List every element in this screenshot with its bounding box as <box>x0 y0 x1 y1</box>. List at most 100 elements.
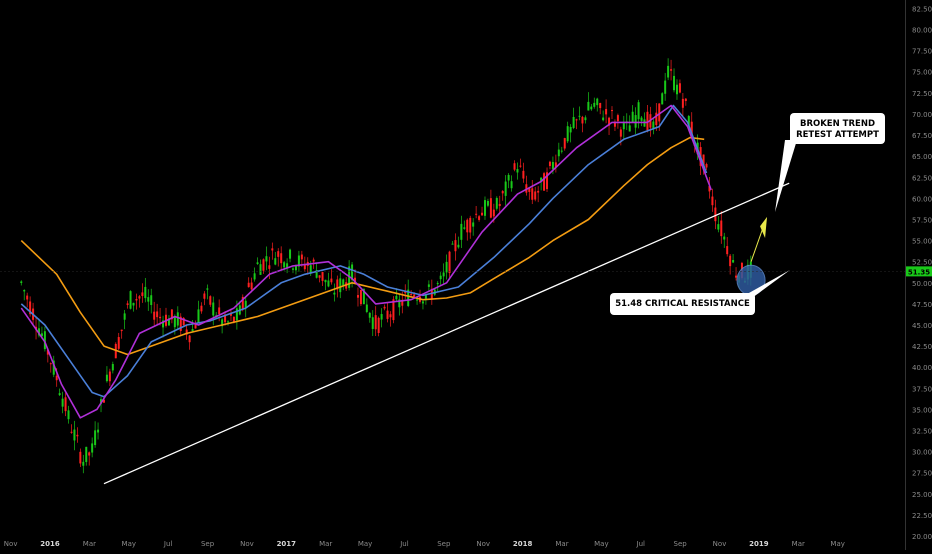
candle-body <box>300 254 303 260</box>
candle-body <box>386 310 389 319</box>
candle-body <box>489 198 492 218</box>
candle-body <box>681 98 684 108</box>
y-tick-label: 37.50 <box>912 385 932 393</box>
candle-body <box>179 316 182 331</box>
y-tick-label: 35.00 <box>912 406 932 414</box>
candle-body <box>108 371 111 382</box>
y-tick-label: 67.50 <box>912 132 932 140</box>
candle-body <box>126 303 129 306</box>
x-tick-label: 2016 <box>40 540 60 548</box>
x-tick-label: Nov <box>240 540 254 548</box>
candle-body <box>274 258 277 265</box>
candle-body <box>120 329 123 332</box>
y-tick-label: 22.50 <box>912 512 932 520</box>
candle-body <box>507 174 510 181</box>
candle-body <box>105 374 108 382</box>
candle-body <box>209 296 212 305</box>
candle-body <box>380 314 383 320</box>
candle-body <box>628 125 631 132</box>
candle-body <box>690 121 693 135</box>
callout-text: 51.48 CRITICAL RESISTANCE <box>615 299 750 309</box>
y-tick-label: 42.50 <box>912 343 932 351</box>
candle-body <box>705 164 708 168</box>
candle-body <box>554 162 557 168</box>
candle-body <box>162 320 165 328</box>
candle-body <box>64 397 67 412</box>
callout-text: RETEST ATTEMPT <box>796 130 879 140</box>
candle-body <box>475 213 478 215</box>
candle-body <box>197 309 200 323</box>
candle-body <box>52 360 55 375</box>
candle-body <box>634 115 637 128</box>
y-tick-label: 20.00 <box>912 533 932 541</box>
y-tick-label: 75.00 <box>912 69 932 77</box>
candle-body <box>421 301 424 304</box>
candle-body <box>714 207 717 222</box>
candle-body <box>235 308 238 321</box>
candle-body <box>141 292 144 296</box>
x-tick-label: Mar <box>319 540 332 548</box>
candle-body <box>262 259 265 271</box>
candle-body <box>442 272 445 277</box>
candle-body <box>495 197 498 209</box>
candle-body <box>389 314 392 318</box>
candle-body <box>587 101 590 111</box>
x-tick-label: 2017 <box>277 540 297 548</box>
candle-body <box>247 282 250 288</box>
candle-body <box>280 253 283 264</box>
candle-body <box>608 117 611 126</box>
candle-body <box>176 312 179 326</box>
candle-body <box>244 300 247 308</box>
y-tick-label: 45.00 <box>912 322 932 330</box>
candle-body <box>522 170 525 179</box>
rebound-arrow-head <box>760 216 768 239</box>
candle-body <box>416 299 419 301</box>
candle-body <box>194 324 197 329</box>
candle-body <box>218 307 221 315</box>
candle-body <box>513 163 516 170</box>
candle-body <box>534 191 537 200</box>
candle-body <box>575 119 578 121</box>
candle-body <box>318 275 321 278</box>
candle-body <box>156 311 159 318</box>
candle-body <box>516 169 519 173</box>
candle-body <box>622 121 625 130</box>
candle-body <box>153 311 156 320</box>
y-tick-label: 57.50 <box>912 216 932 224</box>
y-tick-label: 55.00 <box>912 238 932 246</box>
candle-body <box>678 83 681 93</box>
callout-text: BROKEN TREND <box>800 119 875 129</box>
candle-body <box>525 184 528 193</box>
candle-body <box>602 117 605 121</box>
candle-body <box>67 410 70 420</box>
candle-body <box>150 295 153 305</box>
candle-body <box>726 246 729 255</box>
candle-body <box>566 126 569 142</box>
candle-body <box>454 240 457 252</box>
y-tick-label: 77.50 <box>912 48 932 56</box>
candle-body <box>655 112 658 126</box>
candle-body <box>445 261 448 273</box>
candle-body <box>26 295 29 300</box>
candle-body <box>413 294 416 297</box>
candle-body <box>111 364 114 371</box>
candle-body <box>596 98 599 106</box>
candle-body <box>97 429 100 433</box>
candle-body <box>182 317 185 326</box>
candle-body <box>543 173 546 191</box>
x-tick-label: Mar <box>555 540 568 548</box>
candle-body <box>436 283 439 285</box>
y-tick-label: 82.50 <box>912 5 932 13</box>
candle-body <box>593 102 596 107</box>
y-tick-label: 50.00 <box>912 280 932 288</box>
candle-body <box>605 109 608 115</box>
candle-body <box>640 117 643 121</box>
candle-body <box>383 306 386 309</box>
candle-body <box>501 191 504 194</box>
critical-resistance-label: 51.48 CRITICAL RESISTANCE <box>610 270 790 315</box>
candle-body <box>224 314 227 323</box>
candle-body <box>448 251 451 274</box>
candle-body <box>368 312 371 318</box>
candle-body <box>472 222 475 227</box>
